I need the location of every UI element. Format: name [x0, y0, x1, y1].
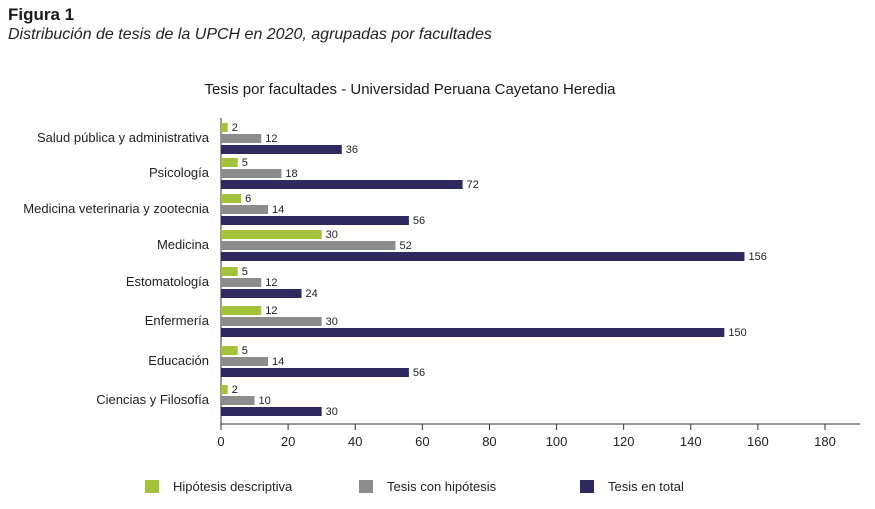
legend-swatch-navy [580, 480, 594, 493]
bar [221, 385, 228, 394]
legend-swatch-green [145, 480, 159, 493]
data-label: 12 [265, 133, 277, 145]
x-tick-label: 160 [747, 434, 769, 449]
bar [221, 241, 396, 250]
bar [221, 346, 238, 355]
bar [221, 252, 745, 261]
data-label: 12 [265, 277, 277, 289]
bar [221, 216, 409, 225]
bar [221, 278, 262, 287]
data-label: 5 [242, 266, 248, 278]
data-label: 12 [265, 305, 277, 317]
figure-caption: Distribución de tesis de la UPCH en 2020… [8, 26, 492, 43]
data-label: 56 [413, 215, 425, 227]
figure-label: Figura 1 [8, 5, 75, 24]
x-tick-label: 20 [281, 434, 295, 449]
bar [221, 194, 242, 203]
bar [221, 289, 302, 298]
data-label: 30 [326, 316, 338, 328]
legend-swatch-gray [359, 480, 373, 493]
x-tick-label: 60 [415, 434, 429, 449]
x-tick-label: 100 [546, 434, 568, 449]
bar [221, 134, 262, 143]
data-label: 24 [306, 288, 318, 300]
category-label: Psicología [149, 165, 210, 180]
data-label: 2 [232, 384, 238, 396]
category-label: Enfermería [145, 313, 210, 328]
data-label: 5 [242, 345, 248, 357]
data-label: 72 [467, 179, 479, 191]
bar [221, 357, 268, 366]
bar [221, 306, 262, 315]
data-label: 14 [272, 204, 284, 216]
data-label: 52 [399, 240, 411, 252]
bar [221, 123, 228, 132]
category-label: Ciencias y Filosofía [96, 392, 209, 407]
bar [221, 368, 409, 377]
data-label: 156 [748, 251, 766, 263]
data-label: 10 [259, 395, 271, 407]
data-label: 30 [326, 229, 338, 241]
x-tick-label: 120 [613, 434, 635, 449]
bar-chart: Tesis por facultades - Universidad Perua… [23, 81, 860, 449]
data-label: 30 [326, 406, 338, 418]
data-label: 14 [272, 356, 284, 368]
category-label: Educación [148, 353, 209, 368]
x-tick-label: 40 [348, 434, 362, 449]
x-tick-label: 140 [680, 434, 702, 449]
legend-item-tesis-con-hipotesis: Tesis con hipótesis [359, 479, 496, 494]
legend-item-tesis-en-total: Tesis en total [580, 479, 684, 494]
legend-label: Hipótesis descriptiva [173, 479, 293, 494]
x-tick-label: 0 [217, 434, 224, 449]
category-label: Salud pública y administrativa [37, 130, 210, 145]
chart-title: Tesis por facultades - Universidad Perua… [204, 81, 616, 98]
category-label: Estomatología [126, 274, 210, 289]
legend-item-hipotesis-descriptiva: Hipótesis descriptiva [145, 479, 292, 494]
bar [221, 158, 238, 167]
bar [221, 169, 282, 178]
chart-legend: Hipótesis descriptiva Tesis con hipótesi… [0, 479, 875, 499]
data-label: 150 [728, 327, 746, 339]
data-label: 6 [245, 193, 251, 205]
bar [221, 328, 725, 337]
category-label: Medicina veterinaria y zootecnia [23, 201, 209, 216]
bar [221, 180, 463, 189]
data-label: 36 [346, 144, 358, 156]
x-tick-label: 80 [482, 434, 496, 449]
data-label: 56 [413, 367, 425, 379]
category-label: Medicina [157, 237, 210, 252]
x-tick-label: 180 [814, 434, 836, 449]
bar [221, 230, 322, 239]
data-label: 5 [242, 157, 248, 169]
legend-label: Tesis con hipótesis [387, 479, 497, 494]
bar [221, 205, 268, 214]
bar [221, 396, 255, 405]
data-label: 18 [285, 168, 297, 180]
bar [221, 267, 238, 276]
bar [221, 317, 322, 326]
bar [221, 145, 342, 154]
bar [221, 407, 322, 416]
legend-label: Tesis en total [608, 479, 684, 494]
data-label: 2 [232, 122, 238, 134]
